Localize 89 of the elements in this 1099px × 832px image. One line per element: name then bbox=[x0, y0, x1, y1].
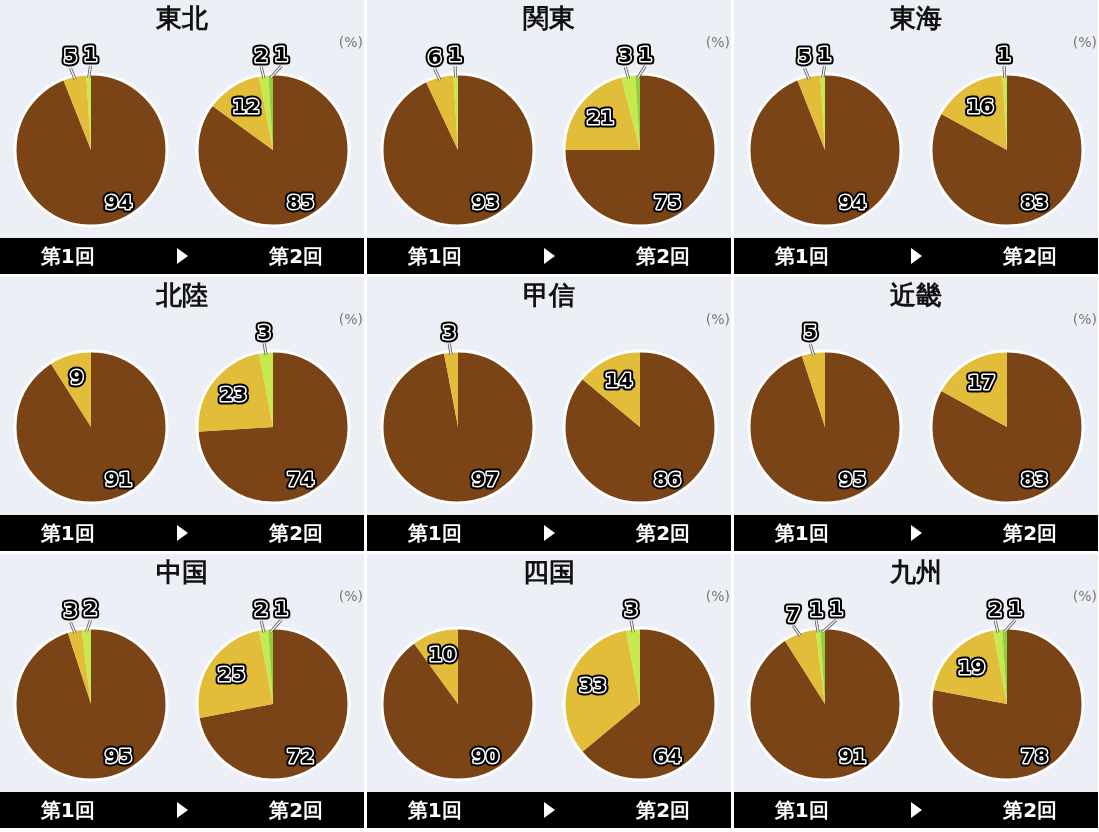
data-label: 3 bbox=[63, 598, 78, 623]
text: 第2回 bbox=[636, 796, 691, 824]
text: (%) bbox=[705, 311, 730, 327]
data-label: 17 bbox=[967, 370, 996, 395]
data-label: 91 bbox=[838, 744, 867, 769]
data-label: 1 bbox=[448, 42, 463, 67]
text: (%) bbox=[338, 588, 363, 604]
text: 第1回 bbox=[774, 242, 829, 270]
data-label: 93 bbox=[471, 190, 500, 215]
chart-title: 東北 bbox=[156, 3, 208, 33]
text: 第1回 bbox=[40, 519, 95, 547]
data-label: 14 bbox=[604, 367, 633, 392]
data-label: 3 bbox=[624, 596, 639, 621]
text: 第2回 bbox=[636, 519, 691, 547]
data-label: 12 bbox=[232, 93, 261, 118]
data-label: 23 bbox=[219, 382, 248, 407]
data-label: 5 bbox=[797, 44, 812, 69]
chart-title: 東海 bbox=[890, 3, 942, 33]
data-label: 33 bbox=[578, 673, 607, 698]
chart-title: 中国 bbox=[156, 557, 208, 587]
text: 第2回 bbox=[269, 796, 324, 824]
data-label: 2 bbox=[254, 596, 269, 621]
data-label: 1 bbox=[83, 42, 98, 67]
data-label: 6 bbox=[427, 45, 442, 70]
data-label: 74 bbox=[286, 467, 315, 492]
text: (%) bbox=[1072, 311, 1097, 327]
data-label: 64 bbox=[653, 744, 682, 769]
text: (%) bbox=[1072, 34, 1097, 50]
data-label: 1 bbox=[274, 42, 289, 67]
data-label: 91 bbox=[104, 467, 133, 492]
data-label: 2 bbox=[988, 596, 1003, 621]
data-label: 90 bbox=[471, 744, 500, 769]
text: 第1回 bbox=[40, 796, 95, 824]
text: 第2回 bbox=[269, 242, 324, 270]
data-label: 19 bbox=[957, 654, 986, 679]
text: 第2回 bbox=[1003, 519, 1058, 547]
data-label: 95 bbox=[104, 744, 133, 769]
chart-title: 北陸 bbox=[156, 280, 208, 310]
data-label: 83 bbox=[1020, 190, 1049, 215]
data-label: 75 bbox=[653, 190, 682, 215]
data-label: 1 bbox=[809, 596, 824, 621]
text: (%) bbox=[338, 311, 363, 327]
chart-title: 関東 bbox=[523, 3, 575, 33]
data-label: 2 bbox=[83, 596, 98, 621]
data-label: 25 bbox=[217, 662, 246, 687]
chart-title: 甲信 bbox=[523, 280, 575, 310]
data-label: 7 bbox=[786, 601, 801, 626]
data-label: 72 bbox=[286, 744, 315, 769]
data-label: 1 bbox=[997, 42, 1012, 67]
data-label: 86 bbox=[653, 467, 682, 492]
chart-title: 近畿 bbox=[890, 280, 942, 310]
data-label: 21 bbox=[586, 105, 615, 130]
text: (%) bbox=[338, 34, 363, 50]
data-label: 78 bbox=[1020, 744, 1049, 769]
data-label: 95 bbox=[838, 467, 867, 492]
data-label: 85 bbox=[286, 190, 315, 215]
data-label: 5 bbox=[803, 320, 818, 345]
chart-title: 四国 bbox=[523, 557, 575, 587]
data-label: 10 bbox=[428, 642, 457, 667]
data-label: 1 bbox=[638, 42, 653, 67]
text: 第1回 bbox=[774, 519, 829, 547]
text: 第2回 bbox=[636, 242, 691, 270]
data-label: 1 bbox=[274, 596, 289, 621]
data-label: 1 bbox=[817, 42, 832, 67]
chart-title: 九州 bbox=[890, 557, 942, 587]
data-label: 94 bbox=[104, 190, 133, 215]
data-label: 16 bbox=[966, 93, 995, 118]
data-label: 3 bbox=[618, 43, 633, 68]
data-label: 83 bbox=[1020, 467, 1049, 492]
text: 第2回 bbox=[1003, 242, 1058, 270]
text: 第1回 bbox=[40, 242, 95, 270]
text: (%) bbox=[1072, 588, 1097, 604]
text: 第1回 bbox=[407, 519, 462, 547]
data-label: 3 bbox=[257, 319, 272, 344]
text: 第1回 bbox=[774, 796, 829, 824]
data-label: 94 bbox=[838, 190, 867, 215]
data-label: 5 bbox=[63, 44, 78, 69]
text: (%) bbox=[705, 588, 730, 604]
data-label: 2 bbox=[254, 42, 269, 67]
text: 第1回 bbox=[407, 796, 462, 824]
data-label: 9 bbox=[70, 365, 84, 390]
text: 第1回 bbox=[407, 242, 462, 270]
data-label: 3 bbox=[442, 319, 457, 344]
text: 第2回 bbox=[1003, 796, 1058, 824]
data-label: 97 bbox=[471, 467, 500, 492]
text: 第2回 bbox=[269, 519, 324, 547]
data-label: 1 bbox=[829, 596, 844, 621]
data-label: 1 bbox=[1008, 596, 1023, 621]
text: (%) bbox=[705, 34, 730, 50]
